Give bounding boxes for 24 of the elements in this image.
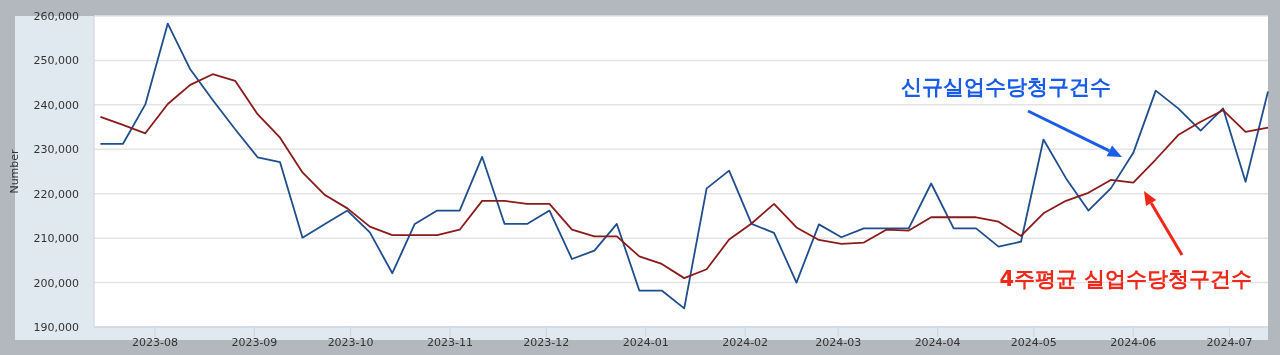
x-tick-label: 2024-06 <box>1110 336 1157 349</box>
y-tick-label: 260,000 <box>33 10 79 23</box>
x-tick-label: 2023-10 <box>327 336 374 349</box>
y-tick-label: 200,000 <box>33 276 79 290</box>
x-tick-label: 2024-01 <box>622 336 669 349</box>
x-tick-label: 2023-12 <box>523 336 570 349</box>
x-tick-label: 2024-04 <box>914 336 961 349</box>
x-tick-label: 2023-11 <box>427 336 474 349</box>
x-tick-label: 2024-03 <box>815 336 862 349</box>
annotation: 신규실업수당청구건수 <box>901 75 1111 99</box>
y-tick-label: 210,000 <box>33 232 79 246</box>
y-tick-label: 240,000 <box>33 98 79 112</box>
y-tick-label: 250,000 <box>33 54 79 68</box>
line-series <box>99 22 1269 310</box>
x-tick-label: 2024-02 <box>722 336 769 349</box>
y-tick-label: 220,000 <box>33 187 79 201</box>
x-tick-label: 2024-05 <box>1010 336 1057 349</box>
y-tick-label: 230,000 <box>33 143 79 157</box>
x-tick-label: 2023-08 <box>131 336 178 349</box>
x-tick-label: 2024-07 <box>1206 336 1253 349</box>
y-tick-label: 190,000 <box>33 321 79 334</box>
y-axis-title: Number <box>8 148 21 194</box>
annotation: 4주평균 실업수당청구건수 <box>999 267 1253 291</box>
x-tick-label: 2023-09 <box>231 336 278 349</box>
